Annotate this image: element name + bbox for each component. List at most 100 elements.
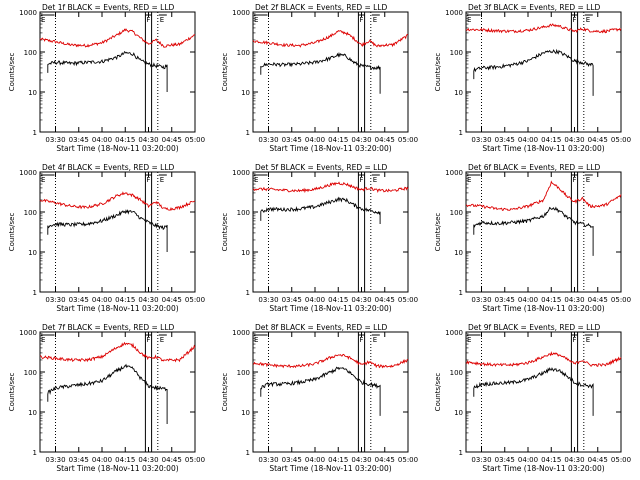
x-tick-label: 04:15 (115, 456, 135, 464)
x-axis-label: Start Time (18-Nov-11 03:20:00) (56, 304, 178, 313)
y-tick-label: 10 (454, 89, 463, 97)
x-tick-label: 04:15 (115, 136, 135, 144)
x-axis-label: Start Time (18-Nov-11 03:20:00) (482, 304, 604, 313)
y-tick-label: 1 (459, 449, 463, 457)
x-tick-label: 03:45 (495, 456, 515, 464)
x-tick-label: 04:45 (588, 296, 608, 304)
flag-label-e-end: E (586, 16, 590, 24)
flag-label-f: F (146, 336, 150, 344)
series-lld (252, 30, 409, 48)
flag-label-f: F (572, 176, 576, 184)
y-tick-label: 100 (237, 209, 250, 217)
y-tick-label: 10 (241, 249, 250, 257)
x-tick-label: 04:00 (518, 136, 538, 144)
x-tick-label: 04:30 (138, 296, 158, 304)
panel-det-6: Det 6f BLACK = Events, RED = LLD 1 10 100 10… (434, 163, 631, 313)
x-axis-label: Start Time (18-Nov-11 03:20:00) (269, 464, 391, 473)
y-tick-label: 10 (28, 89, 37, 97)
x-tick-label: 04:00 (518, 456, 538, 464)
x-tick-label: 03:45 (69, 456, 89, 464)
flag-label-e-end: E (160, 336, 164, 344)
series-lld (252, 181, 409, 194)
y-tick-label: 1 (246, 129, 250, 137)
x-tick-label: 05:00 (611, 296, 631, 304)
series-events (47, 209, 168, 252)
flag-label-e-end: E (586, 336, 590, 344)
flag-label-f: F (359, 336, 363, 344)
x-tick-label: 05:00 (398, 456, 418, 464)
x-tick-label: 03:30 (45, 296, 65, 304)
x-axis-label: Start Time (18-Nov-11 03:20:00) (269, 144, 391, 153)
y-tick-label: 1000 (19, 9, 37, 17)
y-tick-label: 100 (237, 49, 250, 57)
x-tick-label: 04:00 (518, 296, 538, 304)
x-tick-label: 04:15 (541, 456, 561, 464)
x-tick-label: 05:00 (185, 136, 205, 144)
plot-frame (39, 11, 196, 133)
y-tick-label: 1 (459, 129, 463, 137)
y-axis-label: Counts/sec (221, 213, 229, 252)
flag-label-f: F (359, 176, 363, 184)
x-tick-label: 04:15 (328, 456, 348, 464)
panel-title: Det 9f BLACK = Events, RED = LLD (468, 323, 601, 332)
plot-frame (39, 171, 196, 293)
panel-title: Det 8f BLACK = Events, RED = LLD (255, 323, 388, 332)
y-tick-label: 10 (241, 409, 250, 417)
flag-label-e-end: E (586, 176, 590, 184)
flag-label-e: E (467, 176, 471, 184)
flag-label-e-end: E (373, 16, 377, 24)
x-tick-label: 03:30 (471, 136, 491, 144)
x-tick-label: 05:00 (611, 456, 631, 464)
x-tick-label: 04:00 (305, 136, 325, 144)
series-events (47, 363, 168, 424)
y-tick-label: 1 (246, 449, 250, 457)
x-tick-label: 03:45 (495, 296, 515, 304)
plot-frame (252, 11, 409, 133)
y-tick-label: 1000 (19, 169, 37, 177)
flag-label-e: E (41, 176, 45, 184)
series-lld (252, 353, 409, 369)
flag-label-e-end: E (373, 336, 377, 344)
y-axis-label: Counts/sec (434, 373, 442, 412)
panel-det-5: Det 5f BLACK = Events, RED = LLD 1 10 100 10… (221, 163, 418, 313)
y-tick-label: 100 (24, 369, 37, 377)
y-tick-label: 100 (450, 49, 463, 57)
panel-det-7: Det 7f BLACK = Events, RED = LLD 1 10 100 10… (8, 323, 205, 473)
y-tick-label: 1 (459, 289, 463, 297)
y-tick-label: 1000 (445, 9, 463, 17)
y-tick-label: 1000 (232, 329, 250, 337)
series-lld (465, 351, 622, 368)
y-tick-label: 100 (450, 209, 463, 217)
y-axis-label: Counts/sec (221, 53, 229, 92)
panel-title: Det 5f BLACK = Events, RED = LLD (255, 163, 388, 172)
series-events (473, 367, 594, 416)
panel-det-1: Det 1f BLACK = Events, RED = LLD 1 10 100 10… (8, 3, 205, 153)
series-events (260, 51, 381, 94)
panel-det-4: Det 4f BLACK = Events, RED = LLD 1 10 100 10… (8, 163, 205, 313)
x-axis-label: Start Time (18-Nov-11 03:20:00) (269, 304, 391, 313)
series-events (260, 196, 381, 224)
x-tick-label: 03:30 (258, 296, 278, 304)
y-axis-label: Counts/sec (434, 213, 442, 252)
x-tick-label: 05:00 (611, 136, 631, 144)
series-events (473, 48, 594, 96)
x-tick-label: 03:30 (45, 456, 65, 464)
series-events (260, 366, 381, 416)
x-tick-label: 04:45 (588, 456, 608, 464)
y-tick-label: 1 (33, 449, 37, 457)
x-tick-label: 04:15 (115, 296, 135, 304)
series-lld (465, 23, 622, 34)
plot-frame (465, 171, 622, 293)
y-tick-label: 1 (246, 289, 250, 297)
x-tick-label: 04:30 (138, 136, 158, 144)
x-axis-label: Start Time (18-Nov-11 03:20:00) (482, 464, 604, 473)
y-tick-label: 1 (33, 289, 37, 297)
flag-label-f: F (572, 336, 576, 344)
flag-label-e-end: E (373, 176, 377, 184)
y-tick-label: 10 (241, 89, 250, 97)
x-tick-label: 03:45 (282, 456, 302, 464)
y-axis-label: Counts/sec (8, 53, 16, 92)
series-lld (39, 341, 196, 363)
y-tick-label: 10 (28, 409, 37, 417)
